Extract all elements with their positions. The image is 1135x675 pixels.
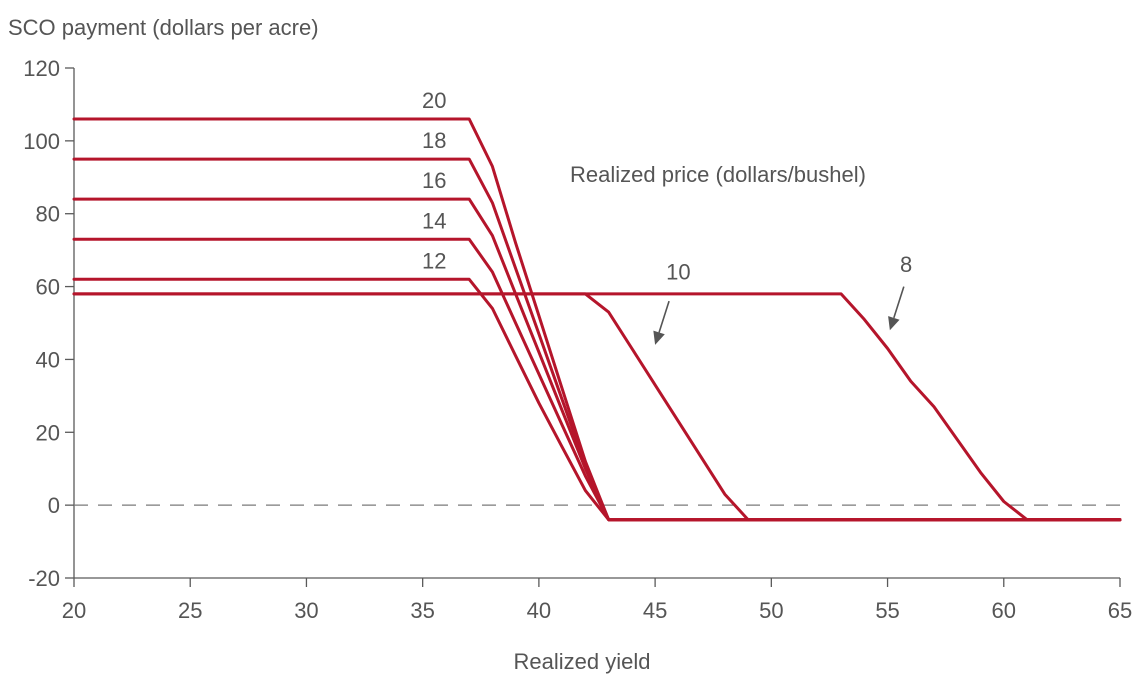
y-tick-label: 60 [36, 275, 60, 300]
arrow-shaft [893, 286, 905, 319]
arrow-8 [888, 286, 905, 331]
x-tick-label: 40 [527, 598, 551, 623]
y-tick-label: -20 [28, 566, 60, 591]
series-group [72, 117, 1122, 522]
x-tick-label: 25 [178, 598, 202, 623]
realized-price-annotation: Realized price (dollars/bushel) [570, 162, 866, 187]
x-tick-label: 35 [410, 598, 434, 623]
series-line-10 [72, 292, 1122, 522]
arrow-head [653, 330, 665, 345]
x-tick-label: 50 [759, 598, 783, 623]
y-tick-label: 100 [23, 129, 60, 154]
series-label-14: 14 [422, 208, 446, 233]
series-label-8: 8 [900, 252, 912, 277]
arrow-head [888, 316, 900, 331]
y-tick-label: 20 [36, 420, 60, 445]
series-label-20: 20 [422, 88, 446, 113]
y-tick-label: 40 [36, 347, 60, 372]
series-line-14 [72, 237, 1122, 522]
y-tick-label: 120 [23, 56, 60, 81]
series-line-8 [72, 292, 1122, 522]
x-tick-label: 60 [992, 598, 1016, 623]
arrow-shaft [658, 300, 670, 333]
series-line-12 [72, 277, 1122, 522]
series-label-10: 10 [666, 259, 690, 284]
axes: -20 0 20 40 60 80 100 120 20 25 30 35 40 45 50 55 60 65 [23, 56, 1132, 623]
x-tick-label: 65 [1108, 598, 1132, 623]
x-tick-label: 20 [62, 598, 86, 623]
x-tick-label: 55 [875, 598, 899, 623]
x-tick-label: 45 [643, 598, 667, 623]
x-axis-title: Realized yield [514, 649, 651, 674]
arrow-10 [653, 300, 670, 345]
y-axis-title: SCO payment (dollars per acre) [8, 15, 319, 40]
series-label-12: 12 [422, 248, 446, 273]
annotation-arrows [653, 286, 905, 345]
y-tick-label: 0 [48, 493, 60, 518]
series-labels: 20 18 16 14 12 10 8 [422, 88, 912, 284]
y-tick-label: 80 [36, 202, 60, 227]
series-label-18: 18 [422, 128, 446, 153]
series-line-16 [72, 197, 1122, 522]
series-line-18 [72, 157, 1122, 522]
x-tick-label: 30 [294, 598, 318, 623]
series-label-16: 16 [422, 168, 446, 193]
